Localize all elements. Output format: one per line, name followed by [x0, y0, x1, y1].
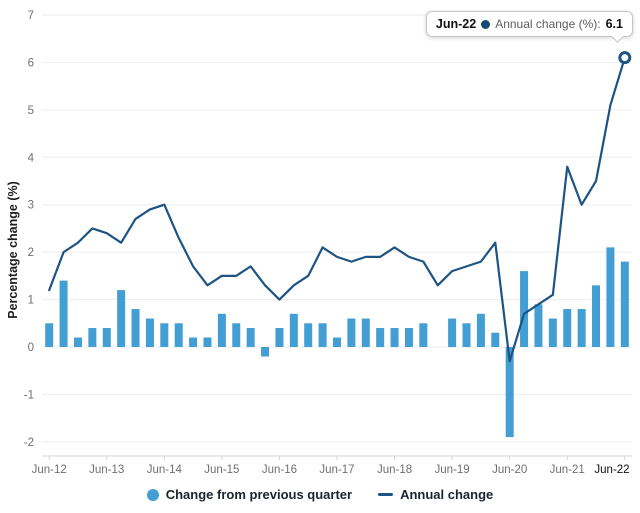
quarterly-change-bar[interactable]	[160, 323, 169, 347]
y-tick-label: -2	[24, 437, 34, 449]
legend-label-quarterly: Change from previous quarter	[165, 487, 353, 502]
quarterly-change-bar[interactable]	[45, 323, 54, 347]
x-tick-label: Jun-13	[89, 464, 124, 476]
y-tick-label: 5	[28, 105, 34, 117]
y-axis-title: Percentage change (%)	[6, 181, 20, 319]
quarterly-change-bar[interactable]	[232, 323, 241, 347]
tooltip-value: 6.1	[605, 17, 623, 31]
quarterly-change-bar[interactable]	[577, 309, 586, 347]
x-tick-label: Jun-18	[377, 464, 412, 476]
quarterly-change-bar[interactable]	[491, 332, 500, 347]
x-tick-label: Jun-15	[204, 464, 239, 476]
quarterly-change-bar[interactable]	[333, 337, 341, 347]
legend-label-annual: Annual change	[400, 487, 494, 502]
quarterly-change-bar[interactable]	[534, 304, 543, 347]
quarterly-change-bar[interactable]	[246, 328, 255, 347]
quarterly-change-bar[interactable]	[275, 328, 284, 347]
quarterly-change-bar[interactable]	[347, 318, 356, 347]
quarterly-change-bar[interactable]	[592, 285, 601, 347]
x-tick-label: Jun-14	[147, 464, 183, 476]
quarterly-change-bar[interactable]	[189, 337, 198, 347]
x-tick-label: Jun-21	[550, 464, 585, 476]
quarterly-change-bar[interactable]	[102, 328, 111, 347]
y-tick-label: -1	[24, 389, 34, 401]
y-tick-label: 7	[28, 10, 34, 22]
annual-change-line[interactable]	[48, 56, 626, 363]
quarterly-change-bar[interactable]	[88, 328, 97, 347]
quarterly-change-bar[interactable]	[174, 323, 183, 347]
quarterly-change-bar[interactable]	[131, 309, 140, 347]
quarterly-change-bar[interactable]	[261, 347, 270, 357]
y-tick-label: 2	[28, 247, 34, 259]
quarterly-change-bar[interactable]	[563, 309, 572, 347]
quarterly-change-bar[interactable]	[520, 271, 529, 347]
legend-item-annual-change[interactable]: Annual change	[378, 487, 493, 502]
quarterly-change-bar[interactable]	[390, 328, 399, 347]
quarterly-change-bar[interactable]	[548, 318, 557, 347]
x-tick-label: Jun-16	[262, 464, 297, 476]
x-tick-label: Jun-19	[435, 464, 470, 476]
quarterly-change-bar[interactable]	[73, 337, 82, 347]
x-tick-label: Jun-12	[32, 464, 67, 476]
tooltip-series-dot-icon	[481, 19, 491, 29]
quarterly-change-bar[interactable]	[145, 318, 154, 347]
legend-item-quarterly-change[interactable]: Change from previous quarter	[146, 487, 353, 502]
highlighted-point-marker[interactable]	[618, 51, 632, 65]
y-tick-label: 4	[28, 152, 35, 164]
quarterly-change-bar[interactable]	[203, 337, 212, 347]
tooltip: Jun-22 Annual change (%): 6.1	[425, 11, 633, 43]
quarterly-change-bar[interactable]	[505, 347, 514, 438]
line-swatch-icon	[378, 493, 394, 496]
quarterly-change-bar[interactable]	[448, 318, 457, 347]
quarterly-change-bar[interactable]	[361, 318, 370, 347]
quarterly-change-bar[interactable]	[376, 328, 385, 347]
y-tick-label: 1	[28, 295, 34, 307]
quarterly-change-bar[interactable]	[59, 280, 68, 347]
legend: Change from previous quarter Annual chan…	[0, 487, 640, 502]
quarterly-change-bar[interactable]	[318, 323, 327, 347]
quarterly-change-bar[interactable]	[419, 323, 428, 347]
circle-swatch-icon	[146, 488, 159, 501]
quarterly-change-bar[interactable]	[117, 290, 126, 347]
quarterly-change-bar[interactable]	[462, 323, 471, 347]
x-tick-label: Jun-17	[319, 464, 354, 476]
quarterly-change-bar[interactable]	[304, 323, 313, 347]
quarterly-change-bar[interactable]	[289, 313, 298, 347]
quarterly-change-bar[interactable]	[606, 247, 615, 347]
y-tick-label: 0	[28, 342, 34, 354]
x-tick-label: Jun-20	[492, 464, 527, 476]
quarterly-change-bar[interactable]	[404, 328, 413, 347]
quarterly-change-bar[interactable]	[217, 313, 226, 347]
tooltip-series-label: Annual change (%):	[495, 17, 601, 31]
y-tick-label: 3	[28, 200, 34, 212]
tooltip-period: Jun-22	[435, 17, 477, 31]
quarterly-change-bar[interactable]	[476, 313, 485, 347]
y-tick-label: 6	[28, 57, 34, 69]
x-tick-label-active: Jun-22	[594, 464, 629, 476]
quarterly-change-bar[interactable]	[620, 261, 629, 347]
